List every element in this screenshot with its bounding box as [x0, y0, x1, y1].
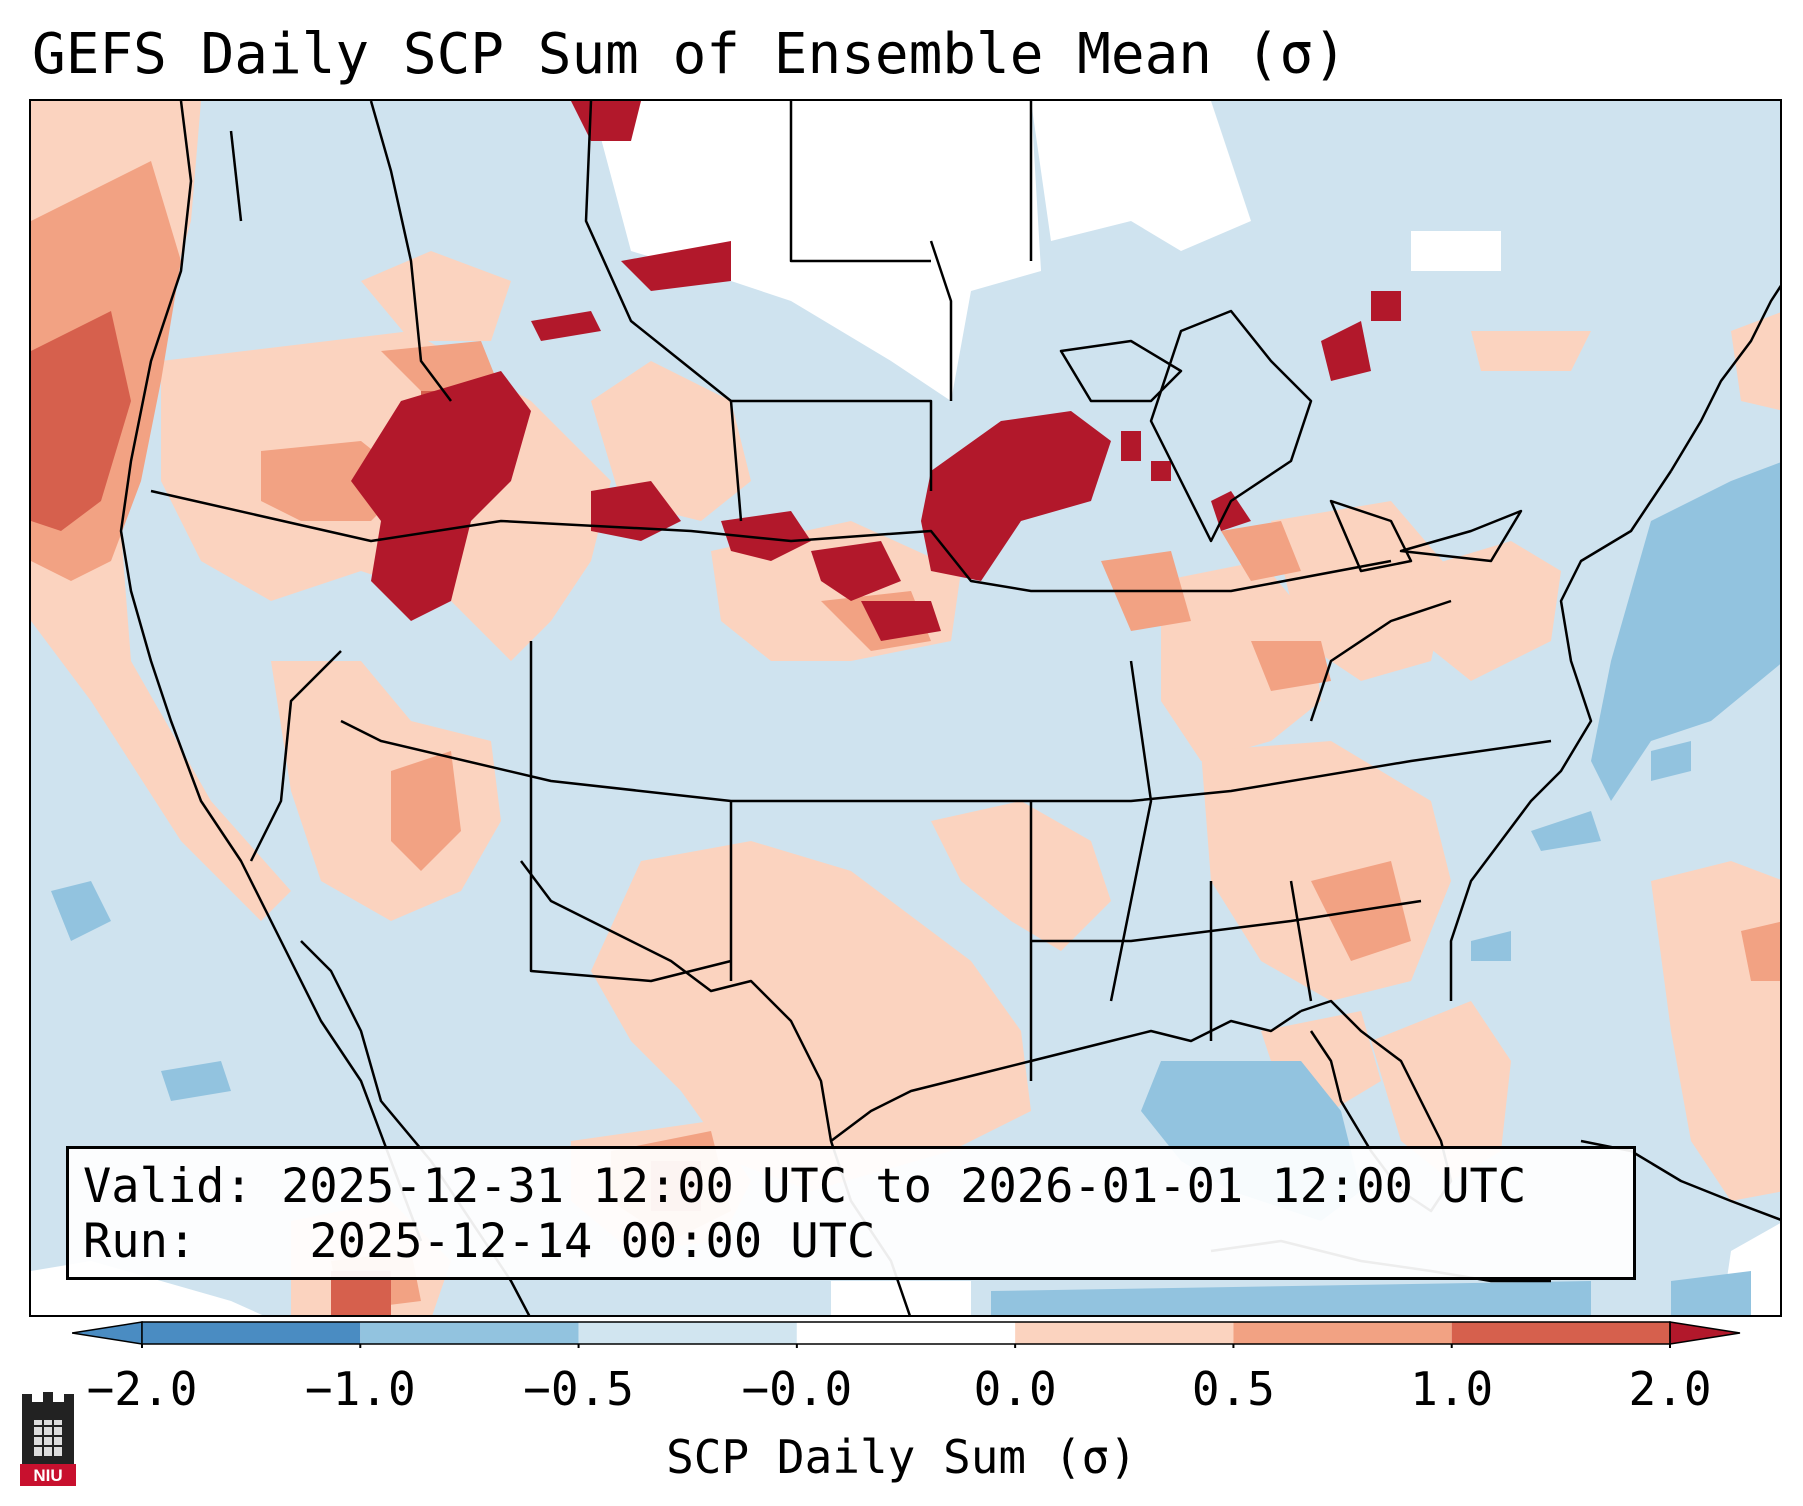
colorbar-segment	[578, 1322, 797, 1344]
colorbar-label: SCP Daily Sum (σ)	[666, 1430, 1137, 1484]
colorbar	[72, 1321, 1741, 1348]
colorbar-outline	[141, 1321, 1671, 1345]
colorbar-segment	[1233, 1322, 1452, 1344]
colorbar-segment	[796, 1322, 1016, 1344]
logo-text: NIU	[33, 1466, 62, 1485]
colorbar-tick-label: 0.5	[1191, 1362, 1275, 1416]
run-label: Run:	[83, 1214, 197, 1269]
colorbar-extend-high	[1669, 1321, 1741, 1345]
positive-extreme-regions	[351, 101, 1401, 641]
coastlines-and-borders	[119, 101, 1780, 1315]
colorbar-tick-label: 1.0	[1410, 1362, 1494, 1416]
valid-run-info-box: Valid: 2025-12-31 12:00 UTC to 2026-01-0…	[66, 1146, 1636, 1280]
colorbar-tick-label: 2.0	[1628, 1362, 1712, 1416]
valid-time-range: 2025-12-31 12:00 UTC to 2026-01-01 12:00…	[281, 1159, 1527, 1214]
valid-label: Valid:	[83, 1159, 253, 1214]
colorbar-segment	[360, 1322, 579, 1344]
map-svg	[31, 101, 1780, 1315]
colorbar-tick-label: 0.0	[973, 1362, 1057, 1416]
map-title: GEFS Daily SCP Sum of Ensemble Mean (σ)	[32, 22, 1347, 87]
run-time: 2025-12-14 00:00 UTC	[309, 1214, 876, 1269]
colorbar-extend-low	[72, 1321, 143, 1345]
colorbar-tick-label: −2.0	[86, 1362, 198, 1416]
niu-logo-icon: NIU	[20, 1392, 76, 1486]
colorbar-tick-label: −1.0	[304, 1362, 416, 1416]
colorbar-tick-label: −0.5	[523, 1362, 634, 1416]
colorbar-segment	[142, 1322, 361, 1344]
map-panel	[29, 99, 1782, 1317]
negative-mid-regions	[51, 462, 1780, 1315]
colorbar-tick-label: −0.0	[741, 1362, 853, 1416]
colorbar-segment	[1015, 1322, 1234, 1344]
colorbar-segment	[1451, 1322, 1670, 1344]
